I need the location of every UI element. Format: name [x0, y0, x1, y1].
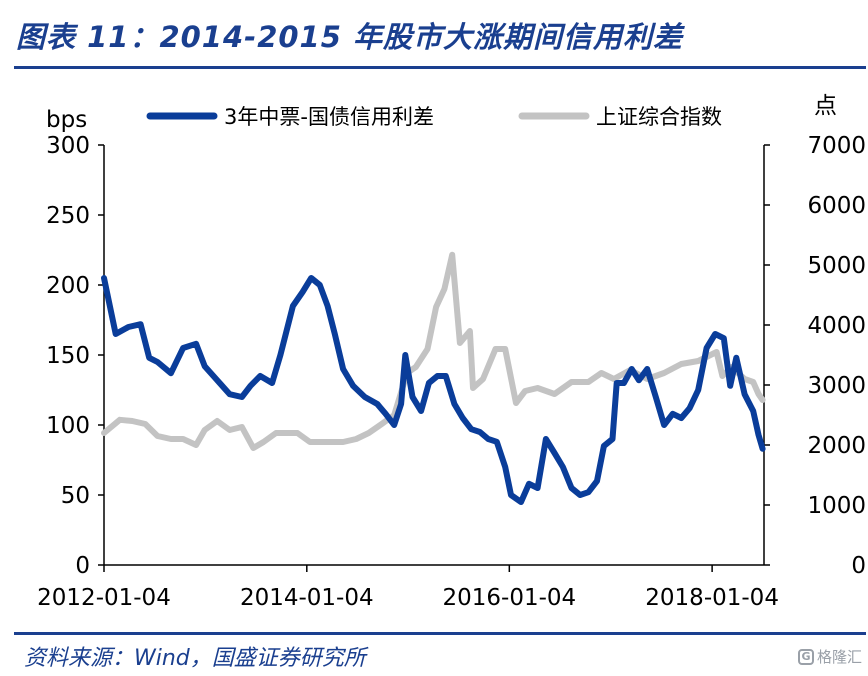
- legend: 3年中票-国债信用利差 上证综合指数: [146, 105, 722, 129]
- legend-label-index: 上证综合指数: [596, 105, 722, 129]
- x-axis-tick-label: 2016-01-04: [442, 585, 576, 611]
- x-axis-tick-label: 2012-01-04: [37, 585, 171, 611]
- title-divider: [14, 66, 866, 69]
- chart-title: 图表 11：2014-2015 年股市大涨期间信用利差: [16, 20, 684, 54]
- right-axis-tick-label: 1000: [807, 493, 866, 519]
- footer-divider: [14, 632, 866, 635]
- right-axis-unit: 点: [814, 93, 837, 119]
- axes: 0501001502002503000100020003000400050006…: [37, 133, 866, 611]
- watermark-text: 格隆汇: [816, 648, 862, 666]
- series-line-spread: [101, 275, 766, 505]
- series-line-index: [101, 251, 766, 451]
- left-axis-tick-label: 0: [75, 553, 90, 579]
- right-axis-tick-label: 4000: [807, 313, 866, 339]
- source-note: 资料来源：Wind，国盛证券研究所: [24, 646, 366, 671]
- right-axis-tick-label: 2000: [807, 433, 866, 459]
- left-axis-tick-label: 100: [46, 413, 90, 439]
- left-axis-tick-label: 50: [61, 483, 90, 509]
- left-axis-tick-label: 150: [46, 343, 90, 369]
- left-axis-tick-label: 200: [46, 273, 90, 299]
- right-axis-tick-label: 3000: [807, 373, 866, 399]
- left-axis-tick-label: 250: [46, 203, 90, 229]
- left-axis-tick-label: 300: [46, 133, 90, 159]
- left-axis-unit: bps: [46, 107, 87, 133]
- legend-label-spread: 3年中票-国债信用利差: [224, 105, 434, 129]
- right-axis-tick-label: 5000: [807, 253, 866, 279]
- right-axis-tick-label: 0: [851, 553, 866, 579]
- series-layer: [101, 251, 766, 505]
- x-axis-tick-label: 2014-01-04: [240, 585, 374, 611]
- right-axis-tick-label: 6000: [807, 193, 866, 219]
- x-axis-tick-label: 2018-01-04: [645, 585, 779, 611]
- right-axis-tick-label: 7000: [807, 133, 866, 159]
- watermark-logo-icon: G: [797, 648, 814, 665]
- watermark: G 格隆汇: [797, 646, 862, 667]
